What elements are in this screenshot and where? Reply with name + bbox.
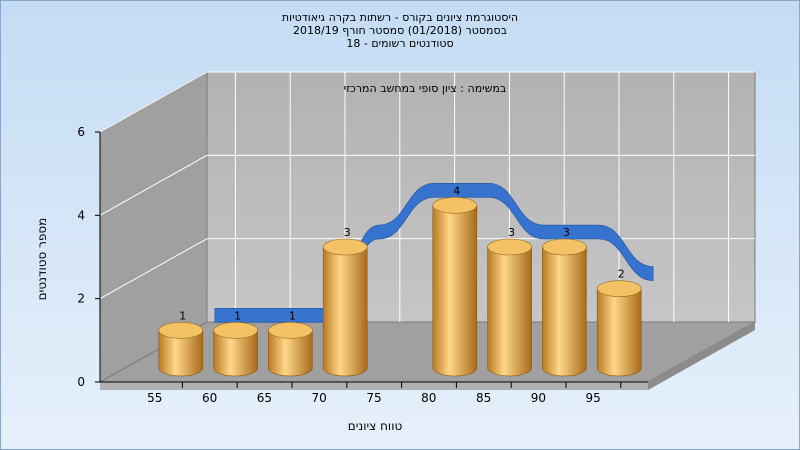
bar-body	[268, 330, 313, 377]
bar-data-label: 3	[563, 226, 570, 239]
x-tick-label: 85	[476, 391, 491, 405]
bar-top	[268, 322, 313, 339]
bar-body	[487, 246, 532, 377]
x-axis-label: טווח ציונים	[348, 419, 403, 433]
y-tick-label: 6	[77, 125, 85, 139]
x-tick-label: 65	[257, 391, 272, 405]
header-title-line-1: היסטוגרמת ציונים בקורס - רשתות בקרה גיאו…	[281, 11, 519, 24]
grid-line-side	[99, 154, 208, 216]
bar-data-label: 3	[508, 226, 515, 239]
y-tick-label: 2	[77, 292, 85, 306]
bar-body	[322, 246, 368, 377]
bar-data-label: 1	[179, 309, 186, 322]
header-title-line-2: בסמסטר (01/2018) סמסטר חורף 2018/19	[293, 24, 507, 37]
bar-body	[432, 205, 478, 377]
bar: 1	[158, 309, 204, 377]
bar-body	[158, 330, 204, 377]
x-tick-label: 90	[531, 391, 546, 405]
bar-top	[158, 322, 204, 339]
grid-line-side	[99, 71, 208, 133]
bar-data-label: 2	[618, 268, 625, 281]
bar: 3	[322, 226, 368, 377]
y-axis-label: מספר סטודנטים	[35, 218, 49, 301]
bar-top	[596, 280, 642, 297]
bar-body	[542, 246, 587, 377]
bar: 3	[542, 226, 587, 377]
grid-line-side	[99, 238, 208, 300]
y-tick-label: 0	[77, 375, 85, 389]
bar: 1	[268, 309, 313, 377]
header-title-line-3: סטודנטים רשומים - 18	[346, 37, 454, 50]
bar-top	[487, 238, 532, 256]
bar-data-label: 3	[344, 226, 351, 239]
bar-top	[432, 197, 478, 214]
bar-top	[213, 322, 258, 339]
x-tick-label: 60	[202, 391, 217, 405]
x-tick-label: 70	[312, 391, 327, 405]
x-tick-label: 75	[366, 391, 381, 405]
y-tick-label: 4	[77, 208, 85, 222]
bar-top	[322, 238, 368, 256]
bar-data-label: 1	[289, 309, 296, 322]
bar: 2	[596, 268, 642, 377]
bar-data-label: 4	[453, 184, 460, 197]
chart-header: היסטוגרמת ציונים בקורס - רשתות בקרה גיאו…	[0, 11, 800, 50]
bar-body	[213, 330, 258, 377]
x-tick-label: 95	[586, 391, 601, 405]
bar-data-label: 1	[234, 309, 241, 322]
bar-body	[596, 288, 642, 377]
bar: 4	[432, 184, 478, 377]
x-tick-label: 80	[421, 391, 436, 405]
x-tick-label: 55	[147, 391, 162, 405]
bar-top	[542, 238, 587, 256]
bar: 3	[487, 226, 532, 377]
plot-title: במשימה : ציון סופי במחשב המרכזי	[344, 82, 507, 95]
bar: 1	[213, 309, 258, 377]
floor-edge	[648, 322, 755, 390]
